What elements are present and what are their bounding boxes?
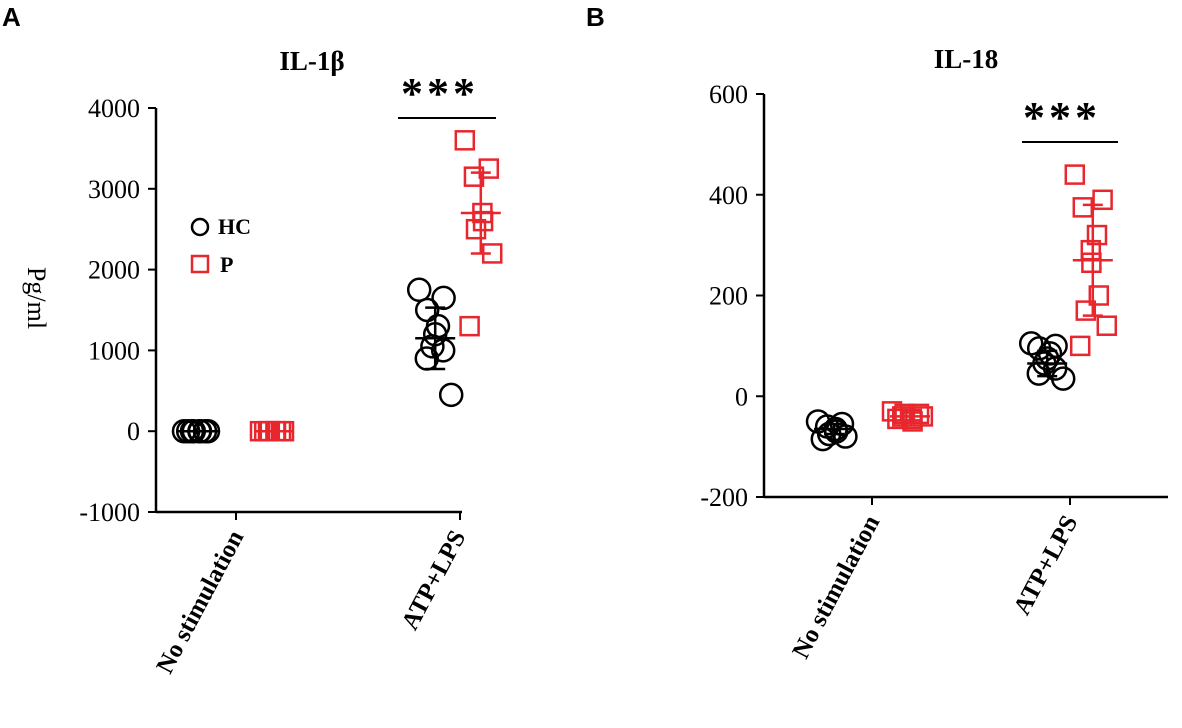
legend-hc-marker [190, 217, 210, 237]
panel-b-x-tick-label: No stimulation [787, 511, 885, 663]
panel-a-hc-point [438, 382, 464, 408]
panel-a-p-point [459, 315, 480, 337]
panel-a-p-point [454, 130, 476, 151]
legend-p-label: P [220, 252, 233, 277]
panel-a-y-tick-label: 3000 [88, 175, 140, 204]
panel-b-significance-stars: *** [1023, 93, 1101, 142]
panel-b-p-point [1096, 315, 1118, 336]
panel-b-p-point [1081, 252, 1102, 274]
panel-a-hc-point [431, 285, 456, 311]
panel-b-y-tick-label: 200 [709, 282, 748, 311]
panel-a-x-tick-label: No stimulation [151, 526, 249, 678]
panel-a-p-point [463, 166, 485, 187]
panel-b-title: IL-18 [934, 44, 999, 74]
panel-b-p-point [1086, 224, 1108, 246]
panel-a-hc-point [420, 334, 445, 359]
panel-a-y-tick-label: 1000 [88, 336, 140, 365]
panel-a-y-tick-label: -1000 [79, 498, 140, 527]
legend-hc-label: HC [218, 214, 251, 239]
panel-b-y-tick-label: -200 [700, 483, 748, 512]
panel-b-p-point [1064, 164, 1086, 185]
panel-a-significance-stars: *** [401, 69, 479, 118]
panel-a-hc-point [406, 277, 432, 303]
panel-b-letter: B [586, 2, 605, 32]
panel-a-y-axis-label: Pg/ml [22, 267, 51, 329]
panel-b-x-tick-label: ATP+LPS [1009, 511, 1084, 619]
panel-b-y-tick-label: 0 [735, 382, 748, 411]
panel-b-p-point [1072, 197, 1094, 218]
panel-b-plot: 600 400 200 0 -200 No stimulation ATP+LPS *** [700, 80, 1168, 663]
panel-b-p-point [887, 408, 908, 430]
panel-a-y-tick-label: 4000 [88, 94, 140, 123]
panel-b-p-point [1088, 285, 1110, 306]
panel-b-p-point [1092, 189, 1113, 211]
panel-a-p-point [465, 218, 487, 240]
panel-b-y-tick-label: 400 [709, 181, 748, 210]
legend-p-marker [190, 254, 210, 274]
panel-b-y-tick-label: 600 [709, 80, 748, 109]
panel-b-hc-point [1050, 366, 1076, 391]
panel-a-letter: A [2, 2, 21, 32]
panel-a-y-tick-label: 2000 [88, 256, 140, 285]
panel-b-p-point [1069, 335, 1091, 357]
panel-a-title: IL-1β [279, 46, 344, 76]
panel-a-plot: 4000 3000 2000 1000 0 -1000 No stimulation ATP+… [79, 69, 503, 678]
panel-a-y-tick-label: 0 [127, 417, 140, 446]
panel-b-p-point [1075, 300, 1097, 321]
panel-a-x-tick-label: ATP+LPS [397, 526, 472, 634]
